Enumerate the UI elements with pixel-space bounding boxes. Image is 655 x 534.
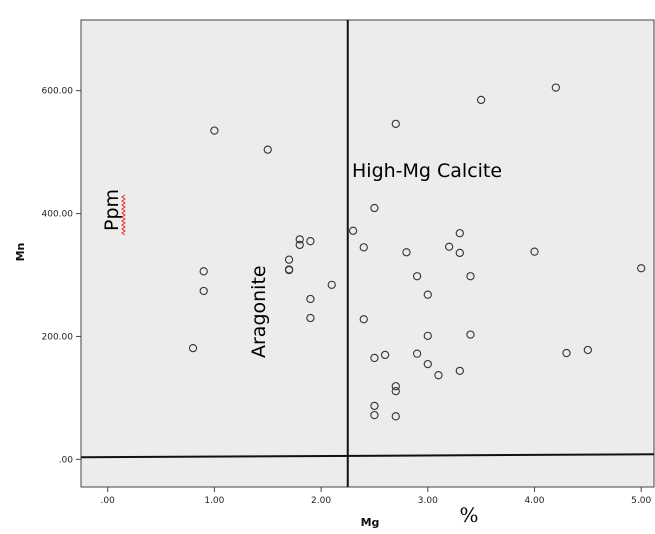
data-point	[380, 350, 390, 360]
y-axis-ticks: .00 200.00 400.00 600.00	[42, 87, 81, 465]
horizontal-reference-line	[80, 453, 655, 459]
x-tick-label: 5.00	[631, 496, 651, 506]
data-point	[412, 349, 422, 358]
spellcheck-underline	[121, 194, 126, 236]
data-point	[295, 240, 304, 250]
x-tick-label: 1.00	[204, 496, 224, 506]
plot-area	[80, 19, 655, 488]
x-axis-ticks: .00 1.00 2.00 3.00 4.00 5.00	[101, 487, 651, 506]
data-point	[391, 412, 400, 421]
data-point	[551, 83, 560, 92]
x-unit-label: %	[459, 503, 478, 527]
x-tick-label: 4.00	[524, 496, 544, 506]
data-point	[348, 226, 358, 235]
data-point	[306, 294, 315, 304]
data-point	[402, 248, 411, 257]
x-tick-label: 3.00	[418, 496, 438, 506]
data-point	[391, 386, 400, 396]
y-tick-label: .00	[59, 455, 74, 465]
data-point	[444, 242, 454, 251]
region-label-high-mg-calcite: High-Mg Calcite	[352, 160, 502, 182]
data-point	[391, 119, 400, 128]
data-point	[476, 95, 486, 105]
y-tick-label: 600.00	[42, 87, 74, 97]
data-point	[391, 382, 400, 391]
data-point	[370, 401, 379, 411]
data-point	[455, 248, 464, 258]
data-points	[188, 83, 646, 421]
data-point	[306, 313, 315, 323]
data-point	[637, 264, 646, 273]
data-point	[359, 315, 368, 324]
reference-lines	[80, 20, 655, 487]
region-label-aragonite: Aragonite	[248, 265, 270, 358]
y-tick-label: 200.00	[42, 332, 74, 342]
x-axis-title: Mg	[361, 516, 380, 529]
data-point	[412, 272, 422, 281]
data-point	[466, 330, 475, 339]
data-point	[284, 265, 294, 275]
data-point	[188, 343, 198, 353]
data-point	[199, 267, 208, 276]
data-point	[423, 359, 432, 369]
data-point	[199, 286, 208, 296]
data-point	[455, 229, 464, 238]
data-point	[423, 331, 432, 340]
data-point	[455, 366, 464, 376]
data-point	[370, 410, 379, 420]
y-axis-title: Mn	[14, 243, 27, 262]
data-point	[434, 371, 443, 380]
data-point	[210, 126, 219, 135]
data-point	[466, 272, 475, 281]
data-point	[306, 237, 315, 246]
data-point	[295, 235, 304, 244]
data-point	[370, 203, 379, 213]
data-point	[359, 243, 368, 252]
data-point	[370, 353, 379, 363]
data-point	[562, 348, 571, 358]
data-point	[583, 345, 592, 355]
y-unit-label: Ppm	[101, 189, 123, 231]
data-point	[263, 145, 272, 154]
data-point	[530, 247, 539, 256]
x-tick-label: .00	[101, 496, 116, 506]
data-point	[423, 290, 432, 299]
data-point	[327, 280, 336, 289]
y-tick-label: 400.00	[42, 210, 74, 220]
x-tick-label: 2.00	[311, 496, 331, 506]
data-point	[284, 255, 294, 264]
